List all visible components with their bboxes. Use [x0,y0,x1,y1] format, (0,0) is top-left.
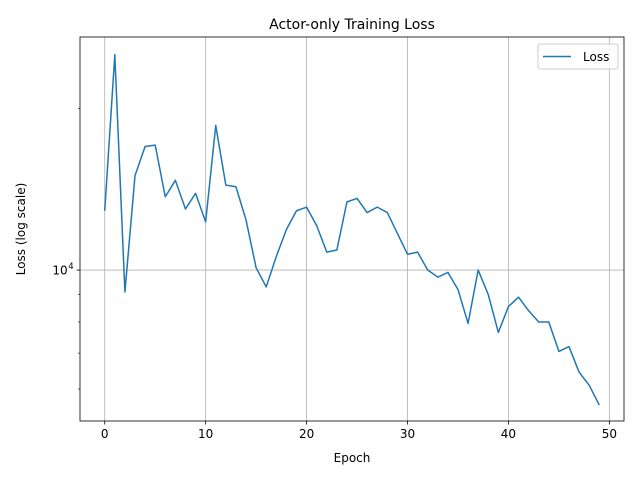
legend-label-loss: Loss [583,50,609,64]
x-axis-label: Epoch [334,451,371,465]
x-tick-label: 10 [198,427,213,441]
y-ticks: 10 4 [52,262,80,278]
x-tick-label: 30 [400,427,415,441]
y-tick-label: 10 [52,264,67,278]
grid [80,37,624,421]
x-tick-label: 20 [299,427,314,441]
x-ticks: 0 10 20 30 40 50 [101,421,617,441]
chart-title: Actor-only Training Loss [269,17,435,33]
series-line-loss [103,54,600,406]
y-tick-label-exponent: 4 [68,262,73,272]
x-tick-label: 0 [101,427,109,441]
series-layer [103,54,600,406]
x-tick-label: 40 [501,427,516,441]
legend-box [537,43,619,70]
legend: Loss [537,43,619,70]
x-tick-label: 50 [602,427,617,441]
y-axis-label: Loss (log scale) [14,183,28,276]
plot-frame [79,36,625,422]
